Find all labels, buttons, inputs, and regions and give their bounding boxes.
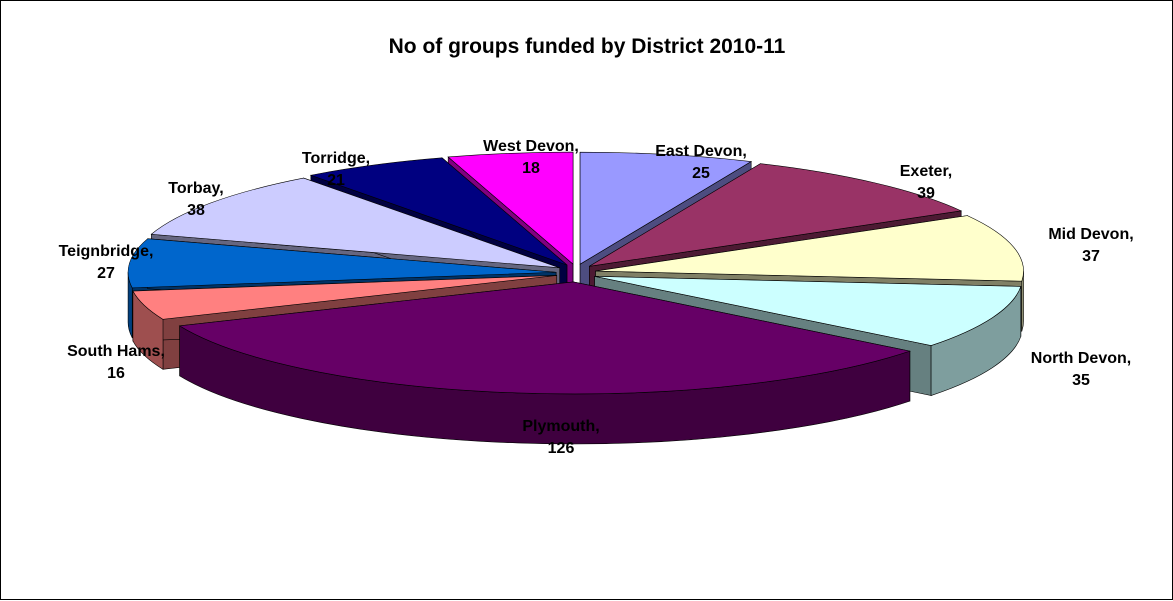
data-label-exeter: Exeter, 39 xyxy=(900,163,952,202)
label-name-north-devon: North Devon, xyxy=(1031,350,1131,367)
chart-title: No of groups funded by District 2010-11 xyxy=(389,35,786,58)
label-name-south-hams: South Hams, xyxy=(67,343,165,360)
label-name-torridge: Torridge, xyxy=(302,150,370,167)
data-label-east-devon: East Devon, 25 xyxy=(655,143,747,182)
data-label-south-hams: South Hams, 16 xyxy=(67,343,165,382)
data-label-torridge: Torridge, 21 xyxy=(302,150,370,189)
data-label-torbay: Torbay, 38 xyxy=(168,180,223,219)
label-name-exeter: Exeter, xyxy=(900,163,952,180)
slice-top-east-devon xyxy=(579,151,753,265)
data-label-west-devon: West Devon, 18 xyxy=(483,138,579,177)
label-value-torbay: 38 xyxy=(187,202,205,219)
label-name-west-devon: West Devon, xyxy=(483,138,579,155)
label-value-teignbridge: 27 xyxy=(97,265,115,282)
data-label-plymouth: Plymouth, 126 xyxy=(522,418,599,457)
label-value-west-devon: 18 xyxy=(522,160,540,177)
slice-top-west-devon xyxy=(447,151,574,265)
data-label-teignbridge: Teignbridge, 27 xyxy=(59,243,154,282)
label-value-south-hams: 16 xyxy=(107,365,125,382)
slice-top-mid-devon xyxy=(595,215,1024,282)
data-label-north-devon: North Devon, 35 xyxy=(1031,350,1131,389)
label-name-plymouth: Plymouth, xyxy=(522,418,599,435)
label-value-plymouth: 126 xyxy=(548,440,575,457)
slice-top-south-hams xyxy=(132,275,557,320)
slice-top-north-devon xyxy=(594,276,1022,346)
slice-top-torridge xyxy=(309,157,568,266)
label-value-north-devon: 35 xyxy=(1072,372,1090,389)
pie-slices xyxy=(127,151,1024,445)
data-labels: East Devon, 25 Exeter, 39 Mid Devon, 37 North … xyxy=(59,138,1134,457)
slice-top-teignbridge xyxy=(127,238,557,289)
slice-top-plymouth xyxy=(178,281,912,395)
label-name-mid-devon: Mid Devon, xyxy=(1048,226,1133,243)
data-label-mid-devon: Mid Devon, 37 xyxy=(1048,226,1133,265)
label-value-east-devon: 25 xyxy=(692,165,710,182)
label-name-teignbridge: Teignbridge, xyxy=(59,243,154,260)
slice-top-torbay xyxy=(150,177,560,269)
label-name-torbay: Torbay, xyxy=(168,180,223,197)
label-value-mid-devon: 37 xyxy=(1082,248,1100,265)
slice-top-exeter xyxy=(589,163,963,267)
label-value-exeter: 39 xyxy=(917,185,935,202)
label-value-torridge: 21 xyxy=(327,172,345,189)
pie-slice-plymouth xyxy=(178,281,912,445)
label-name-east-devon: East Devon, xyxy=(655,143,747,160)
